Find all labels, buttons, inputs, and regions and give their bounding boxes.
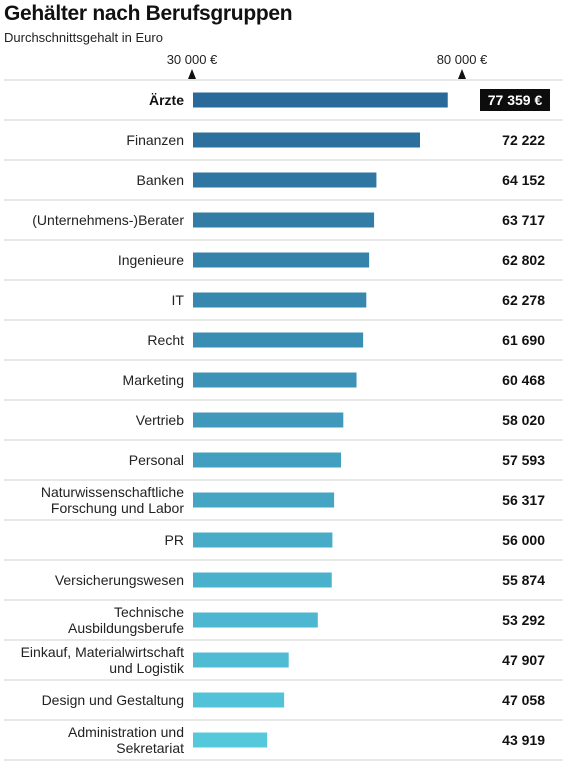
category-label: Einkauf, Materialwirtschaft und Logistik [21,644,185,676]
bar [193,692,285,708]
value-label: 61 690 [502,332,545,348]
bar [193,492,335,508]
category-label: Naturwissenschaftliche Forschung und Labo… [41,484,185,516]
category-label-line: und Logistik [109,660,185,676]
value-label: 47 907 [502,652,545,668]
category-label-line: Ausbildungsberufe [68,620,184,636]
category-label: Ärzte [149,92,184,108]
tick-marker-0 [188,69,196,79]
value-label: 62 278 [502,292,545,308]
bar [193,292,367,308]
category-label-line: IT [172,292,185,308]
bar [193,252,370,268]
category-label: Marketing [123,372,184,388]
category-label-line: Einkauf, Materialwirtschaft [21,644,185,660]
category-label-line: Finanzen [126,132,184,148]
bar [193,652,289,668]
category-label: PR [165,532,184,548]
category-label-line: Marketing [123,372,184,388]
category-label-line: Naturwissenschaftliche [41,484,184,500]
category-label-line: PR [165,532,184,548]
category-label-line: Forschung und Labor [51,500,184,516]
bar [193,172,377,188]
chart-title: Gehälter nach Berufsgruppen [4,2,293,25]
value-label: 58 020 [502,412,545,428]
category-label: Personal [129,452,184,468]
value-label: 56 000 [502,532,545,548]
category-label-line: Recht [147,332,184,348]
bar [193,532,333,548]
category-label-line: Administration und [68,724,184,740]
category-label: Recht [147,332,184,348]
category-label-line: Vertrieb [136,412,184,428]
category-label: Ingenieure [118,252,184,268]
category-label-line: Design und Gestaltung [42,692,184,708]
value-label: 63 717 [502,212,545,228]
value-label: 57 593 [502,452,545,468]
category-label: Banken [137,172,184,188]
bar [193,212,375,228]
value-label: 53 292 [502,612,545,628]
category-label-line: Personal [129,452,184,468]
bar [193,372,357,388]
category-label-line: (Unternehmens-)Berater [32,212,184,228]
category-label-line: Sekretariat [116,740,184,756]
category-label-line: Banken [137,172,184,188]
value-label: 64 152 [502,172,545,188]
category-label: Versicherungswesen [55,572,184,588]
value-label: 56 317 [502,492,545,508]
bar [193,732,268,748]
value-label: 60 468 [502,372,545,388]
bar [193,612,318,628]
value-label: 62 802 [502,252,545,268]
category-label: Design und Gestaltung [42,692,184,708]
category-label: Technische Ausbildungsberufe [68,604,184,636]
value-label: 43 919 [502,732,545,748]
value-highlight-box [480,89,550,111]
category-label: Vertrieb [136,412,184,428]
category-label: (Unternehmens-)Berater [32,212,184,228]
value-label: 47 058 [502,692,545,708]
category-label-line: Ingenieure [118,252,184,268]
tick-label-1: 80 000 € [437,52,488,67]
tick-marker-1 [458,69,466,79]
bar [193,572,332,588]
value-label: 72 222 [502,132,545,148]
bar [193,92,448,108]
bar [193,132,420,148]
category-label-line: Versicherungswesen [55,572,184,588]
value-label: 55 874 [502,572,545,588]
value-label: 77 359 € [488,92,543,108]
category-label-line: Technische [114,604,184,620]
tick-label-0: 30 000 € [167,52,218,67]
category-label: Administration und Sekretariat [68,724,184,756]
category-label: Finanzen [126,132,184,148]
bar [193,332,364,348]
category-label-line: Ärzte [149,92,184,108]
bar [193,452,342,468]
category-label: IT [172,292,185,308]
bar [193,412,344,428]
chart-subtitle: Durchschnittsgehalt in Euro [4,30,163,45]
